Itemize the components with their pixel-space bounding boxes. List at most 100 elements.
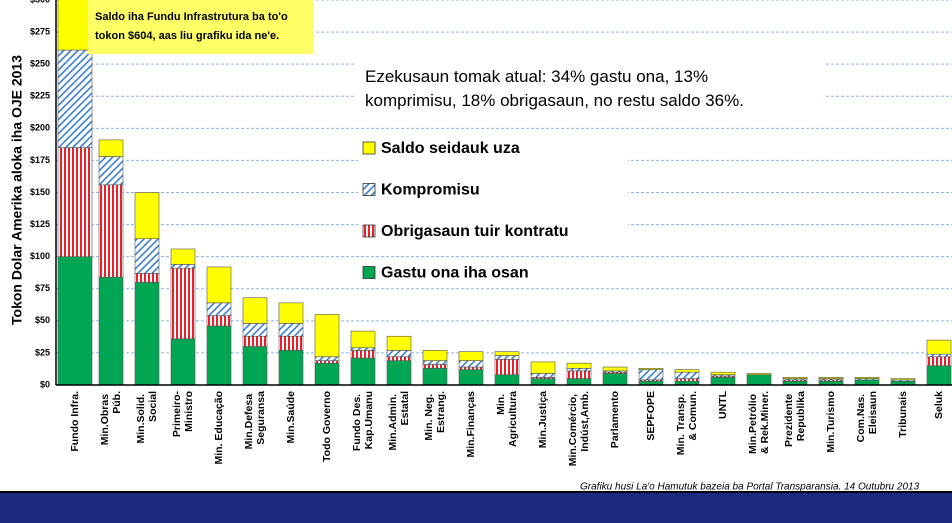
bar-segment (242, 323, 268, 337)
bar-segment (566, 378, 592, 386)
bar-segment (458, 369, 484, 386)
bar-segment (206, 325, 232, 386)
x-tick-label: UNTL (717, 390, 729, 419)
bar-segment (638, 368, 664, 370)
bar-segment (710, 371, 736, 376)
bar-segment (206, 315, 232, 327)
bar-segment (674, 378, 700, 382)
legend-background (358, 258, 628, 287)
bar-segment (57, 0, 93, 51)
bar-segment (206, 266, 232, 304)
annotation-line: Ezekusaun tomak atual: 34% gastu ona, 13… (365, 67, 708, 86)
bar-segment (710, 376, 736, 386)
y-tick-label: $100 (30, 251, 50, 261)
legend-swatch (362, 183, 376, 196)
legend-label: Saldo seidauk uza (381, 140, 520, 157)
y-tick-label: $225 (30, 91, 50, 101)
annotation-line: Saldo iha Fundu Infrastrutura ba to'o (95, 11, 288, 23)
y-tick-label: $175 (30, 155, 50, 165)
legend-label: Obrigasaun tuir kontratu (381, 223, 569, 240)
bar-segment (422, 350, 448, 361)
x-tick-label: Min.Petrólio & Rek.Miner. (747, 391, 771, 454)
bar-segment (782, 376, 808, 379)
bar-segment (458, 351, 484, 361)
annotation-line: tokon $604, aas liu grafiku ida ne'e. (95, 30, 279, 42)
x-tick-label: Min. Neg. Estrang. (423, 391, 447, 441)
bar-segment (134, 282, 160, 386)
legend-background (358, 134, 628, 162)
x-tick-label: Min.Obras Púb. (99, 391, 123, 445)
x-tick-label: Min. Transp. & Comun. (675, 391, 699, 455)
y-tick-label: $50 (35, 315, 50, 325)
bar-segment (314, 356, 340, 361)
y-tick-label: $125 (30, 219, 50, 229)
bar-segment (530, 361, 556, 374)
bar-segment (170, 267, 196, 340)
bar-segment (854, 376, 880, 379)
source-note: Grafiku husi La'o Hamutuk bazeia ba Port… (580, 482, 920, 493)
bar-segment (494, 359, 520, 376)
x-tick-label: Com.Nas. Eleisaun (855, 391, 879, 442)
x-tick-label: Min.Turismo (825, 391, 837, 453)
annotation-box (88, 0, 314, 54)
bar-segment (422, 360, 448, 365)
x-tick-label: Min.Comércio, Indúst,Amb. (567, 391, 591, 466)
legend-swatch (362, 266, 376, 279)
y-tick-label: $0 (40, 379, 50, 389)
x-tick-label: Parlamento (609, 391, 621, 448)
y-tick-label: $300 (30, 0, 50, 4)
bar-segment (134, 273, 160, 283)
bar-segment (530, 373, 556, 378)
bar-segment (386, 360, 412, 386)
bar-segment (818, 376, 844, 379)
bar-segment (566, 368, 592, 372)
y-tick-label: $75 (35, 283, 50, 293)
bar-segment (206, 302, 232, 317)
bar-segment (170, 248, 196, 265)
bar-segment (134, 238, 160, 274)
bar-segment (602, 373, 628, 386)
bar-segment (57, 147, 93, 257)
x-tick-label: Min.Saúde (285, 391, 297, 444)
y-tick-label: $200 (30, 123, 50, 133)
x-tick-label: Min.Defesa Seguransa (243, 391, 267, 450)
x-tick-label: Min.Admin. Estatal (387, 391, 411, 451)
bar-segment (98, 156, 124, 186)
annotation: Ezekusaun tomak atual: 34% gastu ona, 13… (365, 67, 744, 110)
bar-segment (314, 314, 340, 358)
x-tick-label: Fundo Infra. (69, 391, 81, 452)
bar-segment (350, 357, 376, 386)
bar-segment (458, 366, 484, 370)
legend-swatch (362, 224, 376, 238)
y-tick-label: $150 (30, 187, 50, 197)
annotation-line: komprimisu, 18% obrigasaun, no restu sal… (365, 91, 744, 110)
bar-segment (242, 346, 268, 386)
bar-segment (314, 362, 340, 386)
bar-segment (278, 302, 304, 324)
bar-segment (494, 374, 520, 386)
bar-segment (602, 366, 628, 372)
bar-segment (314, 360, 340, 364)
bar-segment (458, 360, 484, 368)
x-tick-label: SEPFOPE (645, 391, 657, 441)
legend-background (358, 175, 628, 204)
x-tick-label: Min.Solid. Social (135, 391, 159, 444)
bar-segment (386, 350, 412, 358)
bar-segment (926, 365, 952, 386)
x-tick-label: Seluk (933, 391, 945, 419)
bar-segment (674, 369, 700, 373)
bar-segment (638, 369, 664, 381)
y-tick-label: $275 (30, 26, 50, 36)
bar-segment (57, 256, 93, 386)
x-tick-label: Min.Finanças (465, 391, 477, 458)
x-tick-label: Min. Agricultura (495, 391, 519, 447)
bar-segment (134, 192, 160, 240)
bar-segment (57, 49, 93, 148)
bar-segment (170, 264, 196, 269)
bar-segment (530, 378, 556, 386)
bar-segment (278, 350, 304, 386)
bar-segment (98, 276, 124, 386)
legend-label: Kompromisu (381, 182, 480, 199)
legend-background (358, 217, 628, 245)
